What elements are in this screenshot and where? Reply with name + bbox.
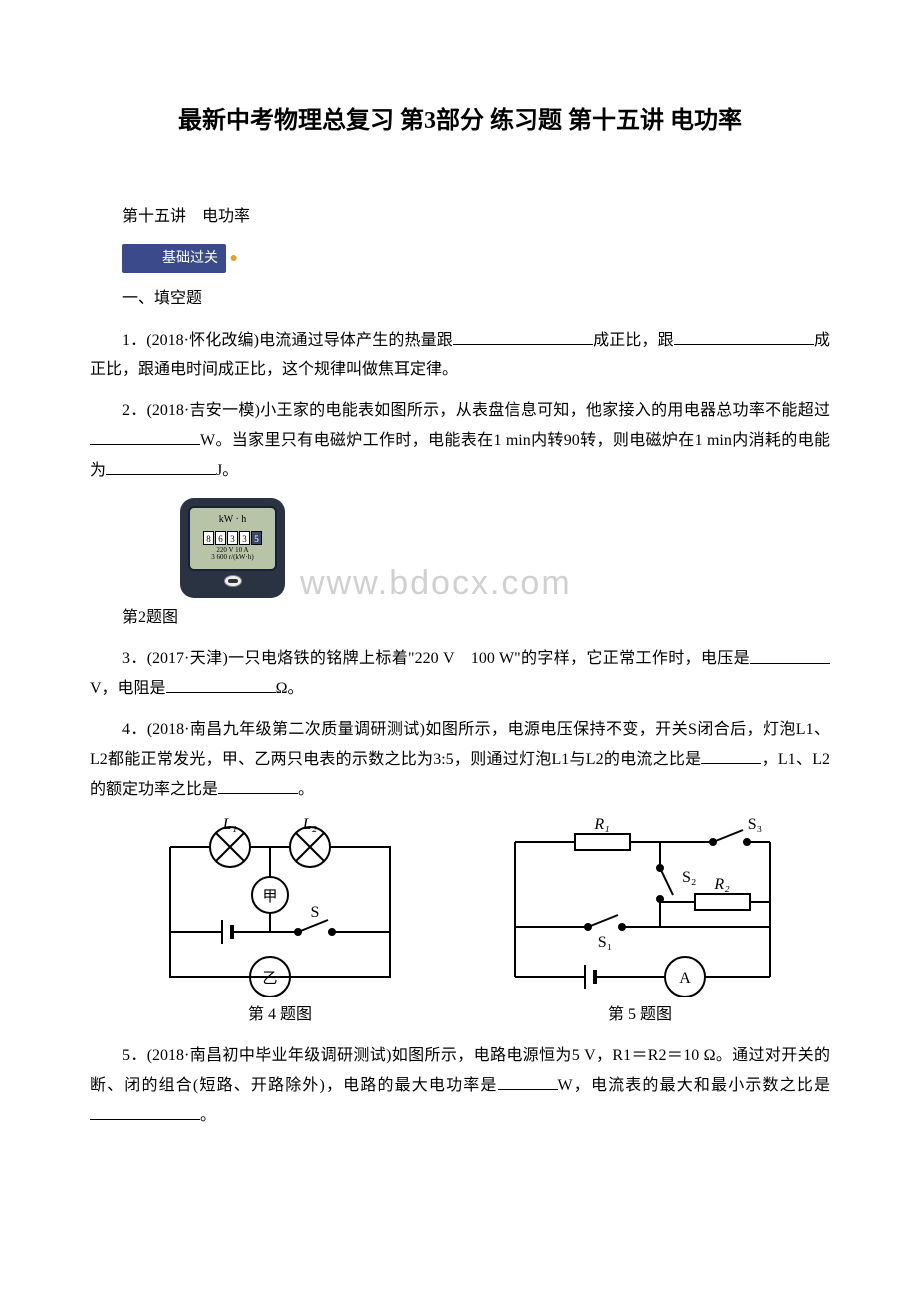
label-R2: R₂ [713,876,730,893]
q5-text-b: W，电流表的最大和最小示数之比是 [558,1077,830,1094]
label-A: A [679,970,691,987]
meter-digits: 8 6 3 3 5 [193,531,272,545]
diagram-4-col: L₁ L₂ 甲 S 乙 第 4 题图 [150,817,410,1030]
q3-text-b: V，电阻是 [90,680,166,697]
label-L2: L₂ [302,817,318,833]
diagram-5-col: R₁ S₃ S₂ R₂ S₁ A 第 5 题图 [490,817,790,1030]
label-R1: R₁ [593,817,609,833]
badge-basic: 基础过关 [122,244,226,273]
meter-figure: kW · h 8 6 3 3 5 220 V 10 A 3 600 r/(kW·… [180,498,830,598]
label-S3: S₃ [748,817,762,833]
meter-panel: kW · h 8 6 3 3 5 220 V 10 A 3 600 r/(kW·… [188,506,277,571]
meter-line2: 3 600 r/(kW·h) [193,554,272,562]
q2-blank-2[interactable] [106,456,216,475]
label-L1: L₁ [222,817,237,833]
q3-blank-2[interactable] [166,674,276,693]
meter-digit-5: 5 [251,531,262,545]
label-S2: S₂ [682,869,696,886]
label-jia: 甲 [262,889,277,905]
meter-digit-4: 3 [239,531,250,545]
q1-text-a: 1．(2018·怀化改编)电流通过导体产生的热量跟 [122,332,453,349]
q1-blank-1[interactable] [453,326,593,345]
circuit-diagram-4: L₁ L₂ 甲 S 乙 [150,817,410,997]
q5-blank-2[interactable] [90,1101,200,1120]
caption-diagram-5: 第 5 题图 [490,1001,790,1030]
meter-box: kW · h 8 6 3 3 5 220 V 10 A 3 600 r/(kW·… [180,498,285,598]
q3-blank-1[interactable] [750,644,830,663]
question-2: 2．(2018·吉安一模)小王家的电能表如图所示，从表盘信息可知，他家接入的用电… [90,397,830,486]
meter-disc [224,575,242,587]
question-3: 3．(2017·天津)一只电烙铁的铭牌上标着"220 V 100 W"的字样，它… [90,644,830,704]
section-fill-blank: 一、填空题 [90,285,830,314]
meter-digit-2: 6 [215,531,226,545]
q2-text-a: 2．(2018·吉安一模)小王家的电能表如图所示，从表盘信息可知，他家接入的用电… [122,402,830,419]
label-S1: S₁ [598,934,612,951]
q4-text-c: 。 [298,781,314,798]
meter-digit-3: 3 [227,531,238,545]
circuit-diagram-5: R₁ S₃ S₂ R₂ S₁ A [490,817,790,997]
meter-bottom [188,571,277,591]
subtitle: 第十五讲 电功率 [90,203,830,232]
label-S4: S [311,904,320,921]
page-title: 最新中考物理总复习 第3部分 练习题 第十五讲 电功率 [90,100,830,143]
q3-text-c: Ω。 [276,680,304,697]
q5-text-c: 。 [200,1107,216,1124]
q1-blank-2[interactable] [674,326,814,345]
meter-unit: kW · h [193,511,272,529]
q4-blank-2[interactable] [218,775,298,794]
label-yi: 乙 [262,971,277,987]
badge-row: 基础过关 ● [90,244,830,273]
question-4: 4．(2018·南昌九年级第二次质量调研测试)如图所示，电源电压保持不变，开关S… [90,716,830,805]
badge-dot: ● [226,251,238,266]
q3-text-a: 3．(2017·天津)一只电烙铁的铭牌上标着"220 V 100 W"的字样，它… [122,651,750,668]
q1-text-b: 成正比，跟 [593,332,674,349]
q2-text-c: J。 [216,462,238,479]
caption-diagram-4: 第 4 题图 [150,1001,410,1030]
q5-blank-1[interactable] [498,1071,558,1090]
caption-q2: 第2题图 [90,604,830,633]
q2-blank-1[interactable] [90,426,200,445]
question-1: 1．(2018·怀化改编)电流通过导体产生的热量跟成正比，跟成正比，跟通电时间成… [90,326,830,385]
question-5: 5．(2018·南昌初中毕业年级调研测试)如图所示，电路电源恒为5 V，R1＝R… [90,1042,830,1131]
q4-blank-1[interactable] [701,745,761,764]
diagrams-row: L₁ L₂ 甲 S 乙 第 4 题图 [150,817,790,1030]
meter-digit-1: 8 [203,531,214,545]
